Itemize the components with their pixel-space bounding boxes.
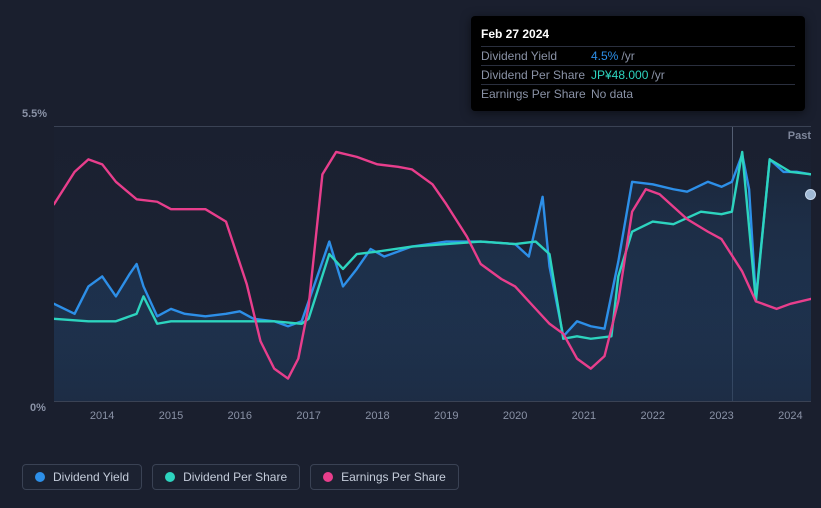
chart-legend: Dividend Yield Dividend Per Share Earnin… [22,464,459,490]
chart-area: 5.5% 0% Past 201420152016201720182019202… [22,108,811,426]
tooltip-date: Feb 27 2024 [481,24,795,46]
legend-item-earnings-per-share[interactable]: Earnings Per Share [310,464,459,490]
chart-svg [54,127,811,401]
x-tick: 2015 [159,410,183,422]
tooltip-label: Earnings Per Share [481,87,591,101]
y-axis-min-label: 0% [30,402,46,414]
tooltip-label: Dividend Per Share [481,68,591,82]
x-tick: 2016 [228,410,252,422]
tooltip-value: JP¥48.000 [591,68,648,82]
tooltip-unit: /yr [651,68,664,82]
chart-marker [805,189,816,200]
legend-label: Dividend Per Share [183,470,287,484]
x-tick: 2017 [296,410,320,422]
tooltip-row: Dividend Yield 4.5% /yr [481,46,795,65]
chart-tooltip: Feb 27 2024 Dividend Yield 4.5% /yr Divi… [471,16,805,111]
x-tick: 2023 [709,410,733,422]
chart-plot[interactable] [54,126,811,402]
x-tick: 2018 [365,410,389,422]
legend-item-dividend-yield[interactable]: Dividend Yield [22,464,142,490]
x-tick: 2014 [90,410,114,422]
tooltip-value: No data [591,87,633,101]
tooltip-label: Dividend Yield [481,49,591,63]
tooltip-unit: /yr [621,49,634,63]
y-axis-max-label: 5.5% [22,108,47,120]
x-tick: 2024 [778,410,802,422]
tooltip-row: Dividend Per Share JP¥48.000 /yr [481,65,795,84]
legend-label: Earnings Per Share [341,470,446,484]
x-tick: 2022 [640,410,664,422]
x-tick: 2019 [434,410,458,422]
legend-dot [323,472,333,482]
legend-dot [165,472,175,482]
x-tick: 2021 [572,410,596,422]
legend-dot [35,472,45,482]
tooltip-value: 4.5% [591,49,618,63]
legend-label: Dividend Yield [53,470,129,484]
legend-item-dividend-per-share[interactable]: Dividend Per Share [152,464,300,490]
x-tick: 2020 [503,410,527,422]
tooltip-row: Earnings Per Share No data [481,84,795,103]
x-axis-ticks: 2014 2015 2016 2017 2018 2019 2020 2021 2022 2023… [54,408,811,426]
